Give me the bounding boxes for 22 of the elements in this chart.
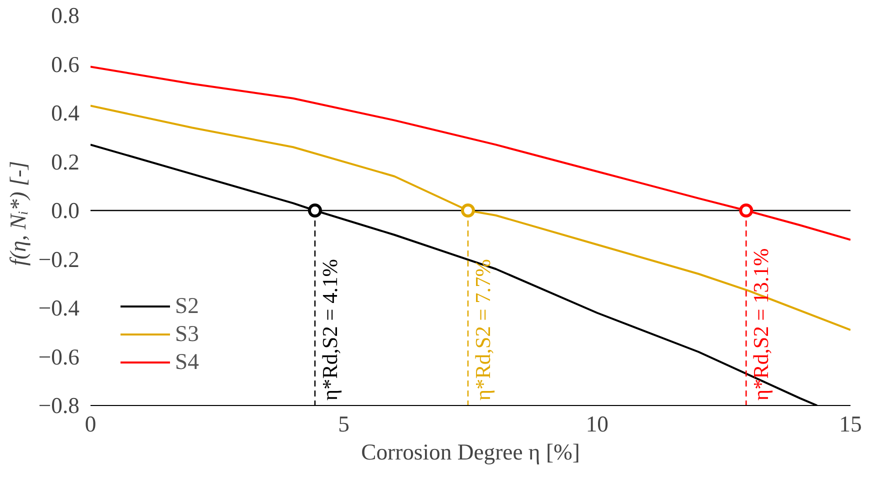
y-tick-label: −0.6 <box>38 344 80 370</box>
legend-label: S4 <box>175 349 199 375</box>
x-axis-title: Corrosion Degree η [%] <box>361 440 580 464</box>
legend-label: S2 <box>175 293 199 319</box>
y-tick-label: 0.0 <box>51 198 80 223</box>
x-tick-label: 0 <box>84 412 96 436</box>
y-tick-label: 0.2 <box>51 149 80 174</box>
y-tick-label: −0.8 <box>38 393 80 418</box>
y-tick-label: 0.4 <box>51 100 80 126</box>
annotation: η*Rd,S2 = 4.1% <box>318 258 342 401</box>
annotation: η*Rd,S2 = 13.1% <box>749 248 774 401</box>
y-tick-label: −0.2 <box>38 246 80 272</box>
annotation: η*Rd,S2 = 7.7% <box>470 258 495 401</box>
x-tick-label: 15 <box>839 412 862 436</box>
x-tick-label: 10 <box>586 412 608 436</box>
line-series <box>90 66 850 241</box>
y-tick-label: 0.6 <box>51 52 80 77</box>
y-axis-title: f(η, Nᵢ*) [-] <box>5 160 30 266</box>
x-tick-label: 5 <box>338 412 350 436</box>
legend-label: S3 <box>175 321 199 347</box>
y-tick-label: −0.4 <box>38 296 80 320</box>
y-tick-label: 0.8 <box>51 3 80 28</box>
